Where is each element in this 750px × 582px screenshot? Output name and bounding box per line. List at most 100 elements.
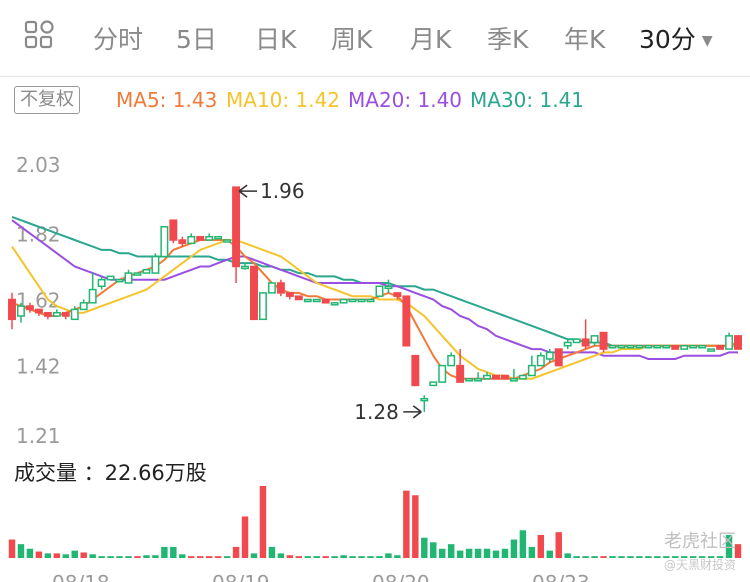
candle-body xyxy=(635,345,644,349)
candle-body xyxy=(223,239,232,243)
volume-bar xyxy=(609,556,616,558)
tab-5-day[interactable]: 5日 xyxy=(176,25,217,54)
volume-bar xyxy=(456,550,464,558)
low-arrow-icon xyxy=(403,405,422,419)
volume-bar xyxy=(519,530,527,558)
candle-body xyxy=(97,278,106,288)
volume-bar xyxy=(125,556,132,558)
candle-body xyxy=(456,364,465,383)
candle-body xyxy=(581,338,590,347)
volume-bar xyxy=(214,556,222,558)
volume-bar xyxy=(143,555,150,558)
candle-body xyxy=(689,345,698,349)
ma5-indicator: MA5: 1.43 xyxy=(116,88,218,112)
tab-monthly-k[interactable]: 月K xyxy=(410,25,452,54)
ma10-line xyxy=(11,239,738,380)
volume-bar xyxy=(636,556,643,558)
volume-bar xyxy=(322,556,329,558)
tab-30-min[interactable]: 30分 ▼ xyxy=(639,20,713,56)
volume-bar xyxy=(35,551,43,558)
volume-bar xyxy=(421,537,428,558)
ma10-indicator: MA10: 1.42 xyxy=(226,88,341,112)
volume-bar xyxy=(134,556,141,558)
y-tick-label: 1.21 xyxy=(16,424,61,448)
volume-bar xyxy=(483,548,491,558)
ma30-indicator: MA30: 1.41 xyxy=(470,88,585,112)
ma20-line xyxy=(11,219,738,360)
volume-bar xyxy=(707,556,715,558)
volume-bar xyxy=(537,534,545,558)
candle-body xyxy=(250,265,258,321)
candle-body xyxy=(70,308,79,321)
y-tick-label: 2.03 xyxy=(16,153,61,177)
candle-body xyxy=(617,345,626,349)
candle-body xyxy=(214,235,223,240)
candle-body xyxy=(644,345,653,349)
volume-bar xyxy=(698,556,706,558)
candle-body xyxy=(698,345,707,349)
candle-body xyxy=(393,292,402,297)
candle-body xyxy=(133,272,142,276)
volume-bar xyxy=(80,552,87,558)
candle-body xyxy=(734,335,742,350)
grid-menu-icon[interactable] xyxy=(24,20,56,50)
volume-bar xyxy=(241,516,249,558)
candle-body xyxy=(115,278,124,283)
volume-bar xyxy=(438,548,446,558)
candle-body xyxy=(465,378,474,382)
volume-bar xyxy=(385,553,392,558)
volume-bar xyxy=(304,556,312,558)
tab-quarterly-k[interactable]: 季K xyxy=(487,25,529,54)
candle-body xyxy=(447,354,456,367)
candle-body xyxy=(106,275,115,281)
volume-bar xyxy=(232,546,240,558)
candle-body xyxy=(420,397,429,402)
candle-body xyxy=(653,345,662,349)
volume-bar xyxy=(474,548,482,558)
tab-daily-k[interactable]: 日K xyxy=(255,25,297,54)
candle-body xyxy=(402,295,411,347)
volume-bar xyxy=(645,556,652,558)
tab-yearly-k[interactable]: 年K xyxy=(564,25,606,54)
adjustment-toggle-button[interactable]: 不复权 xyxy=(14,86,80,114)
volume-bar xyxy=(492,550,500,558)
volume-bar xyxy=(716,556,724,558)
candle-body xyxy=(267,282,276,294)
x-tick-label: 08/23 xyxy=(532,571,590,582)
candle-body xyxy=(205,235,214,241)
y-tick-label: 1.42 xyxy=(16,355,61,379)
candle-body xyxy=(88,288,97,304)
candle-body xyxy=(554,348,563,367)
candle-body xyxy=(483,374,492,380)
candle-body xyxy=(545,351,554,360)
candle-body xyxy=(662,345,671,349)
candle-body xyxy=(725,335,734,350)
volume-bar xyxy=(555,532,562,558)
low-annotation: 1.28 xyxy=(354,400,399,424)
candle-body xyxy=(25,305,34,311)
volume-bar xyxy=(680,556,688,558)
tab-intraday[interactable]: 分时 xyxy=(93,25,144,54)
volume-bar xyxy=(510,539,518,558)
price-volume-chart[interactable]: 2.031.821.621.421.211.961.2808/1808/1908… xyxy=(0,120,750,582)
candle-body xyxy=(258,292,267,321)
watermark-handle: @天黑财投资 xyxy=(663,558,736,572)
volume-bar xyxy=(618,556,625,558)
candle-body xyxy=(563,341,572,347)
candle-body xyxy=(527,364,536,377)
volume-bar xyxy=(116,556,123,558)
volume-bar xyxy=(277,553,285,558)
candle-body xyxy=(680,345,689,350)
candle-body xyxy=(492,374,500,380)
candle-body xyxy=(294,295,303,301)
candle-body xyxy=(8,298,16,321)
candle-body xyxy=(187,235,196,245)
candle-body xyxy=(590,335,599,344)
volume-bar xyxy=(170,546,177,558)
volume-bar xyxy=(430,542,437,558)
volume-bar xyxy=(268,546,276,558)
tab-weekly-k[interactable]: 周K xyxy=(331,25,373,54)
candle-body xyxy=(303,298,312,303)
volume-bar xyxy=(98,556,105,558)
candle-body xyxy=(348,298,357,303)
